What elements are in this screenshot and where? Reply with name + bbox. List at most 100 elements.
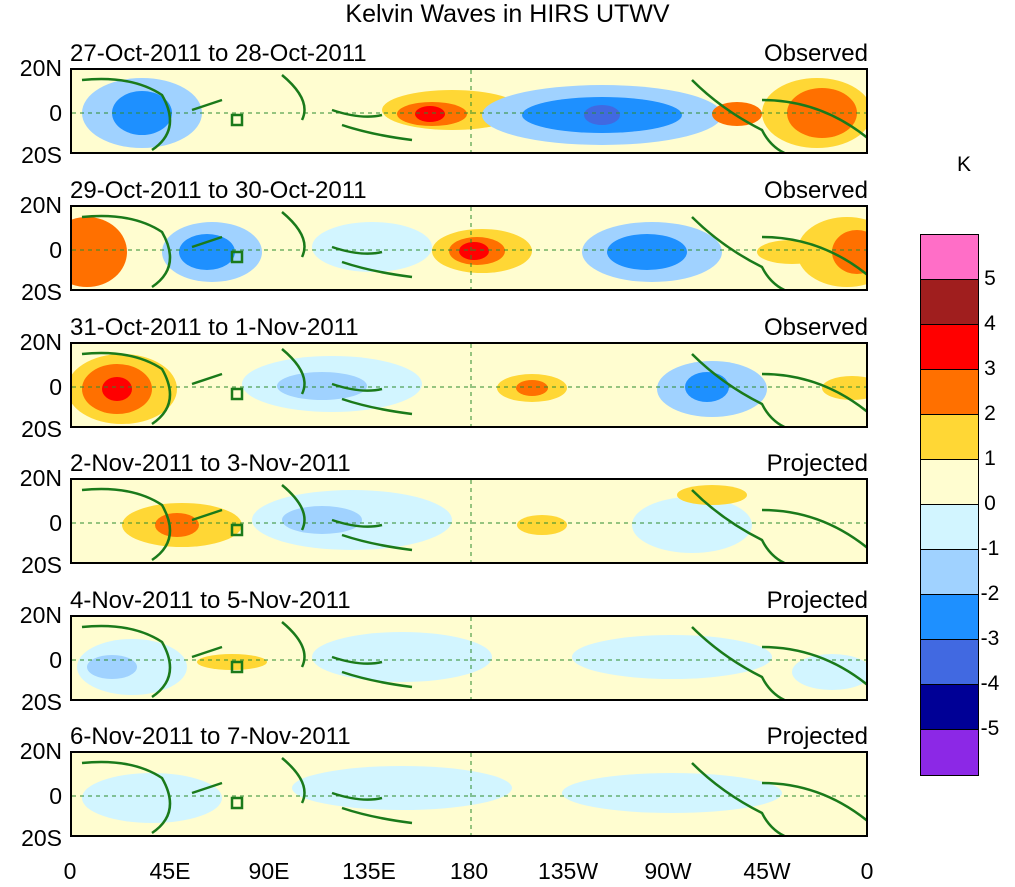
lat-label: 20N	[19, 55, 62, 81]
figure-title: Kelvin Waves in HIRS UTWV	[345, 0, 670, 28]
colorbar-tick-label: -1	[980, 537, 1000, 560]
colorbar-tick-label: 2	[984, 402, 996, 425]
panel-3-dates: 31-Oct-2011 to 1-Nov-2011	[70, 314, 359, 341]
colorbar-tick-label: -4	[980, 672, 1000, 695]
lat-label: 20N	[19, 192, 62, 218]
colorbar-swatch	[921, 505, 978, 550]
lat-label: 20N	[19, 329, 62, 355]
anomaly-positive	[516, 380, 548, 396]
colorbar-swatch	[921, 550, 978, 595]
panel-6-type: Projected	[766, 723, 868, 750]
anomaly-negative	[277, 372, 367, 400]
lon-label: 180	[449, 858, 489, 884]
lon-label: 0	[860, 858, 874, 884]
lat-label: 20S	[21, 416, 62, 442]
colorbar-swatch	[921, 460, 978, 505]
lat-label: 20S	[21, 825, 62, 851]
lon-label: 135W	[537, 858, 599, 884]
colorbar-tick-label: 1	[984, 447, 996, 470]
colorbar-tick-label: 4	[984, 312, 996, 335]
anomaly-positive	[787, 88, 857, 138]
coastline	[81, 621, 866, 699]
panel-1-dates: 27-Oct-2011 to 28-Oct-2011	[70, 40, 367, 67]
lon-label: 0	[63, 858, 77, 884]
colorbar-swatch	[921, 415, 978, 460]
anomaly-positive	[677, 485, 747, 505]
colorbar-swatch	[921, 640, 978, 685]
lon-label: 135E	[342, 858, 396, 884]
lat-label: 0	[49, 100, 62, 126]
colorbar-tick-label: 3	[984, 357, 996, 380]
anomaly-negative	[312, 632, 492, 682]
panel-3-contours	[72, 344, 866, 426]
anomaly-negative	[792, 654, 866, 690]
anomaly-negative	[562, 773, 782, 813]
colorbar-swatch	[921, 370, 978, 415]
panel-1-type: Observed	[763, 40, 868, 67]
lat-label: 20S	[21, 279, 62, 305]
lon-label: 90W	[644, 858, 692, 884]
anomaly-positive	[832, 230, 866, 274]
panel-4-type: Projected	[766, 450, 868, 477]
lon-label: 45W	[743, 858, 791, 884]
anomaly-positive	[102, 377, 132, 401]
colorbar-swatch	[921, 280, 978, 325]
anomaly-positive	[72, 217, 127, 287]
colorbar-swatch	[921, 235, 978, 280]
anomaly-positive	[822, 376, 866, 400]
anomaly-negative	[292, 766, 512, 810]
coastline	[81, 211, 866, 289]
colorbar-swatch	[921, 730, 978, 775]
coastline	[81, 757, 866, 835]
lat-label: 0	[49, 783, 62, 809]
panel-4-dates: 2-Nov-2011 to 3-Nov-2011	[70, 450, 351, 477]
anomaly-negative	[282, 506, 362, 534]
lat-label: 20S	[21, 142, 62, 168]
colorbar-swatch	[921, 595, 978, 640]
panel-5-type: Projected	[766, 587, 868, 614]
panel-5-dates: 4-Nov-2011 to 5-Nov-2011	[70, 587, 351, 614]
panel-6-dates: 6-Nov-2011 to 7-Nov-2011	[70, 723, 351, 750]
anomaly-positive	[517, 515, 567, 535]
anomaly-positive	[415, 106, 445, 122]
lon-label: 90E	[248, 858, 290, 884]
anomaly-negative	[572, 635, 772, 679]
panel-1-contours	[72, 70, 866, 152]
colorbar	[920, 234, 979, 776]
colorbar-tick-label: -5	[980, 717, 1000, 740]
anomaly-negative	[82, 773, 222, 823]
anomaly-negative	[632, 497, 752, 553]
panel-2-map	[70, 205, 868, 291]
lat-label: 20N	[19, 738, 62, 764]
lat-label: 20N	[19, 465, 62, 491]
anomaly-positive	[757, 240, 827, 264]
lat-label: 20N	[19, 602, 62, 628]
panel-3-map	[70, 342, 868, 428]
anomaly-negative	[179, 234, 235, 270]
anomaly-negative	[87, 655, 137, 679]
lat-label: 20S	[21, 689, 62, 715]
panel-1-map	[70, 68, 868, 154]
anomaly-negative	[312, 222, 432, 272]
anomaly-negative	[584, 105, 620, 125]
colorbar-tick-label: 5	[984, 267, 996, 290]
colorbar-tick-label: -2	[980, 582, 1000, 605]
anomaly-positive	[712, 102, 762, 126]
lat-label: 0	[49, 510, 62, 536]
colorbar-unit: K	[957, 153, 972, 176]
panel-2-dates: 29-Oct-2011 to 30-Oct-2011	[70, 177, 367, 204]
panel-6-map	[70, 751, 868, 837]
lat-label: 0	[49, 374, 62, 400]
panel-4-map	[70, 478, 868, 564]
lat-label: 0	[49, 647, 62, 673]
anomaly-positive	[459, 242, 489, 260]
panel-2-contours	[72, 207, 866, 289]
panel-5-map	[70, 615, 868, 701]
panel-5-contours	[72, 617, 866, 699]
lat-label: 0	[49, 237, 62, 263]
coastline	[81, 484, 866, 562]
panel-2-type: Observed	[763, 177, 868, 204]
coastline	[81, 74, 866, 152]
colorbar-swatch	[921, 325, 978, 370]
panel-4-contours	[72, 480, 866, 562]
